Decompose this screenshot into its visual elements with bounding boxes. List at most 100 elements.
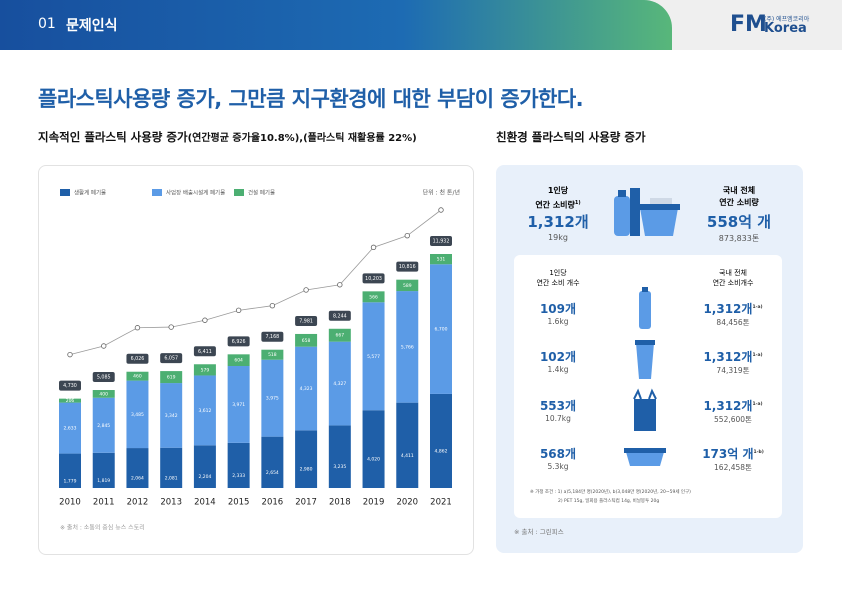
bar-label: 400 [99, 391, 108, 397]
per-label: 1인당 연간 소비량1) [535, 185, 580, 212]
total: 1,312개 [703, 399, 753, 413]
bar-label: 3,612 [198, 408, 211, 414]
x-tick-label: 2021 [430, 498, 452, 508]
bar-segment [430, 254, 452, 265]
x-tick-label: 2018 [329, 498, 351, 508]
nat-label: 국내 전체 연간 소비량 [719, 185, 759, 209]
bar-label: 518 [268, 352, 277, 358]
total: 173억 개 [702, 447, 754, 461]
total-label: 6,026 [131, 356, 145, 362]
total-point [101, 343, 107, 349]
bar-label: 4,020 [367, 457, 380, 463]
row-weight: 5.3kg [547, 462, 569, 471]
total-label: 5,085 [97, 375, 111, 381]
logo-korea: Korea [764, 21, 807, 36]
right-subtitle: 친환경 플라스틱의 사용량 증가 [496, 130, 646, 144]
bar-label: 460 [133, 374, 142, 380]
x-tick-label: 2013 [160, 498, 182, 508]
total-box [92, 372, 115, 383]
bar-segment [126, 448, 149, 488]
total-point [337, 282, 343, 288]
bar-segment [295, 346, 318, 431]
row-total: 1,312개1-a) [703, 348, 762, 365]
total-box [396, 261, 419, 272]
bar-segment [430, 393, 452, 488]
row-total: 1,312개1-a) [703, 397, 762, 414]
x-tick-label: 2012 [127, 498, 149, 508]
x-tick-label: 2016 [262, 498, 284, 508]
bar-segment [396, 402, 419, 488]
main-title: 플라스틱사용량 증가, 그만큼 지구환경에 대한 부담이 증가한다. [38, 87, 584, 111]
label: 연간 소비개수 [712, 279, 754, 287]
row-total-weight: 84,456톤 [716, 318, 750, 327]
bar-label: 4,327 [333, 381, 346, 387]
total-box [362, 273, 385, 284]
legend-label: 건설 폐기물 [248, 189, 275, 197]
bar-label: 6,700 [435, 327, 448, 333]
bar-segment [126, 380, 149, 449]
bar-segment [328, 341, 351, 426]
bar-segment [92, 452, 115, 488]
bar-segment [295, 333, 318, 347]
bar-segment [92, 397, 115, 453]
total-point [202, 317, 208, 323]
bar-label: 2,845 [97, 423, 110, 429]
bar-label: 2,064 [131, 476, 144, 482]
subtitle-note: (연간평균 증가율10.8%),(플라스틱 재활용률 22%) [187, 133, 417, 144]
bar-label: 4,411 [401, 453, 414, 459]
row-count: 102개 [539, 350, 577, 364]
legend-swatch [234, 189, 244, 196]
x-tick-label: 2014 [194, 498, 216, 508]
bar-segment [261, 349, 284, 360]
bar-label: 619 [167, 375, 176, 381]
note1: ※ 가정 조건 : 1) a)5,184만 명(2020년), b)3,048만… [530, 490, 691, 495]
bar-segment [92, 390, 115, 398]
bar-label: 566 [369, 294, 378, 300]
bar-label: 4,323 [300, 386, 313, 392]
legend-swatch [152, 189, 162, 196]
total-label: 11,932 [433, 239, 450, 245]
total-box [430, 236, 452, 246]
x-tick-label: 2015 [228, 498, 250, 508]
sup: 1-b) [753, 450, 764, 455]
row-count: 109개 [539, 302, 577, 316]
label: 연간 소비량 [535, 200, 575, 210]
bar-segment [227, 442, 250, 488]
bar-label: 2,980 [300, 467, 313, 473]
total-label: 7,981 [299, 318, 313, 324]
bar-label: 2,633 [64, 426, 77, 432]
bar-label: 2,654 [266, 470, 279, 476]
total-label: 8,244 [333, 313, 347, 319]
bar-label: 589 [403, 283, 412, 289]
bar-segment [59, 398, 81, 403]
label: 연간 소비 개수 [536, 279, 580, 287]
total-box [261, 331, 284, 342]
legend-label: 사업장 배출시설계 폐기물 [166, 189, 225, 197]
total-label: 6,926 [232, 339, 246, 345]
row-weight: 10.7kg [545, 414, 571, 423]
bar-label: 1,819 [97, 478, 110, 484]
bar-label: 3,342 [165, 413, 178, 419]
total-box [227, 336, 250, 347]
x-tick-label: 2017 [295, 498, 317, 508]
total-box [193, 346, 216, 357]
head-right: 국내 전체 연간 소비개수 [713, 268, 754, 288]
bar-segment [328, 328, 351, 342]
bar-label: 1,779 [64, 478, 77, 484]
bar-label: 531 [437, 257, 446, 263]
total-label: 6,411 [198, 349, 212, 355]
row-count: 568개 [539, 447, 577, 461]
sup: 1-a) [752, 305, 763, 310]
total-point [370, 244, 377, 251]
total-label: 7,168 [265, 334, 279, 340]
total-line [69, 209, 442, 356]
bar-segment [160, 383, 183, 448]
per-value: 1,312개 [527, 213, 589, 231]
bar-label: 4,862 [435, 448, 448, 454]
bar-segment [160, 447, 183, 488]
bar-segment [362, 410, 385, 488]
total-point [404, 232, 410, 239]
sup: 1-a) [752, 353, 763, 358]
